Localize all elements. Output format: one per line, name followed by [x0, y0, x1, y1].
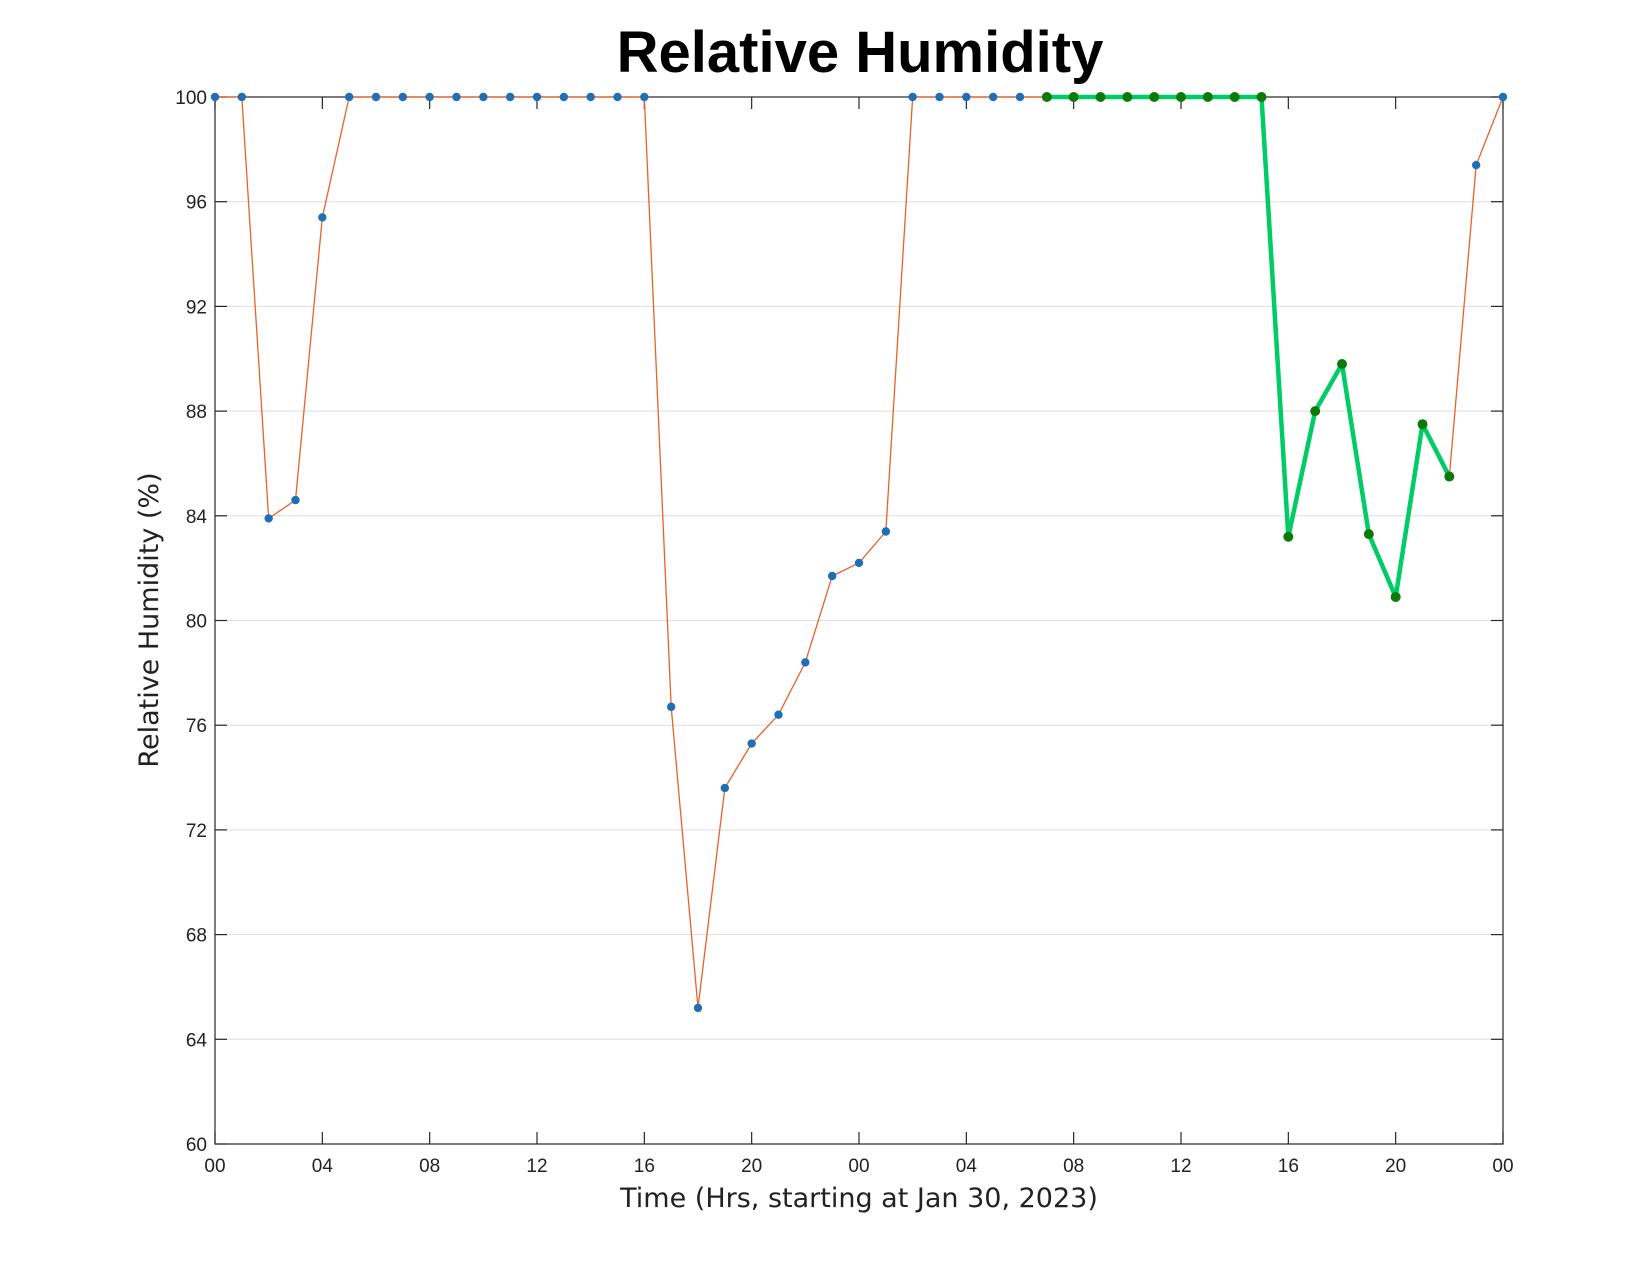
- data-point: [827, 571, 837, 581]
- x-tick-label: 08: [1063, 1156, 1084, 1177]
- data-point: [479, 92, 488, 102]
- data-point: [1122, 92, 1133, 102]
- data-point: [720, 783, 730, 793]
- y-tick-label: 76: [186, 716, 207, 737]
- data-point: [586, 92, 595, 102]
- data-point: [747, 739, 756, 748]
- data-point: [1256, 92, 1267, 102]
- data-point: [1041, 92, 1052, 102]
- x-tick-label: 00: [204, 1156, 225, 1177]
- data-point: [774, 710, 783, 719]
- data-point: [559, 92, 569, 102]
- data-point: [1095, 92, 1106, 102]
- data-point: [505, 92, 515, 102]
- x-tick-label: 04: [312, 1156, 334, 1177]
- data-point: [640, 92, 649, 102]
- data-point: [1363, 529, 1374, 540]
- x-tick-label: 20: [741, 1156, 762, 1177]
- series-line: [215, 96, 1504, 1009]
- data-point: [1390, 591, 1401, 602]
- y-tick-label: 88: [186, 402, 207, 423]
- data-point: [935, 92, 944, 102]
- data-point: [237, 92, 247, 102]
- x-tick-label: 20: [1385, 1156, 1406, 1177]
- data-point: [1149, 92, 1160, 102]
- data-point: [666, 702, 676, 712]
- y-tick-label: 72: [186, 821, 207, 842]
- x-tick-label: 00: [848, 1156, 869, 1177]
- y-tick-label: 68: [186, 926, 207, 947]
- data-point: [988, 92, 998, 102]
- grid-lines: [215, 96, 1503, 1145]
- data-point: [908, 92, 917, 102]
- data-point: [398, 92, 408, 102]
- data-point: [1229, 92, 1240, 102]
- data-point: [532, 92, 542, 102]
- data-point: [1310, 406, 1321, 417]
- data-point: [1498, 92, 1508, 102]
- y-tick-label: 84: [186, 507, 208, 528]
- x-tick-label: 08: [419, 1156, 440, 1177]
- data-point: [881, 527, 891, 536]
- y-axis-label: Relative Humidity (%): [134, 472, 165, 767]
- data-point: [854, 558, 864, 568]
- y-tick-label: 60: [186, 1135, 207, 1156]
- data-point: [1337, 358, 1347, 369]
- data-point: [371, 92, 381, 102]
- axis-ticks: 60 64 68 72 76 80 84 88 92 96 100 00 04 08 12 16 20 00 04 0…: [175, 88, 1513, 1177]
- data-point: [291, 495, 300, 505]
- data-point: [318, 213, 327, 222]
- data-point: [1283, 531, 1294, 542]
- x-tick-label: 16: [1278, 1156, 1299, 1177]
- data-point: [1444, 471, 1455, 482]
- x-tick-label: 00: [1492, 1156, 1513, 1177]
- chart-title: Relative Humidity: [617, 20, 1104, 85]
- x-tick-label: 04: [956, 1156, 978, 1177]
- data-point: [962, 92, 971, 102]
- y-tick-label: 96: [186, 193, 207, 214]
- y-tick-label: 80: [186, 612, 207, 633]
- data-point: [693, 1003, 703, 1013]
- data-point: [344, 92, 354, 102]
- data-point: [1015, 92, 1025, 102]
- x-tick-label: 16: [634, 1156, 655, 1177]
- y-tick-label: 64: [186, 1030, 208, 1051]
- data-point: [1202, 92, 1213, 102]
- x-axis-label: Time (Hrs, starting at Jan 30, 2023): [619, 1183, 1098, 1214]
- x-tick-label: 12: [1170, 1156, 1191, 1177]
- data-series: [210, 92, 1508, 1013]
- data-point: [1417, 419, 1428, 430]
- y-tick-label: 92: [186, 297, 207, 318]
- x-tick-label: 12: [526, 1156, 547, 1177]
- data-point: [264, 514, 273, 523]
- data-point: [452, 92, 461, 102]
- series-line: [1046, 94, 1452, 600]
- data-point: [801, 658, 810, 667]
- data-point: [1176, 92, 1186, 102]
- data-point: [1471, 160, 1481, 170]
- data-point: [1068, 92, 1079, 102]
- data-point: [210, 92, 220, 102]
- y-tick-label: 100: [175, 88, 207, 109]
- data-point: [425, 92, 434, 102]
- data-point: [613, 92, 622, 102]
